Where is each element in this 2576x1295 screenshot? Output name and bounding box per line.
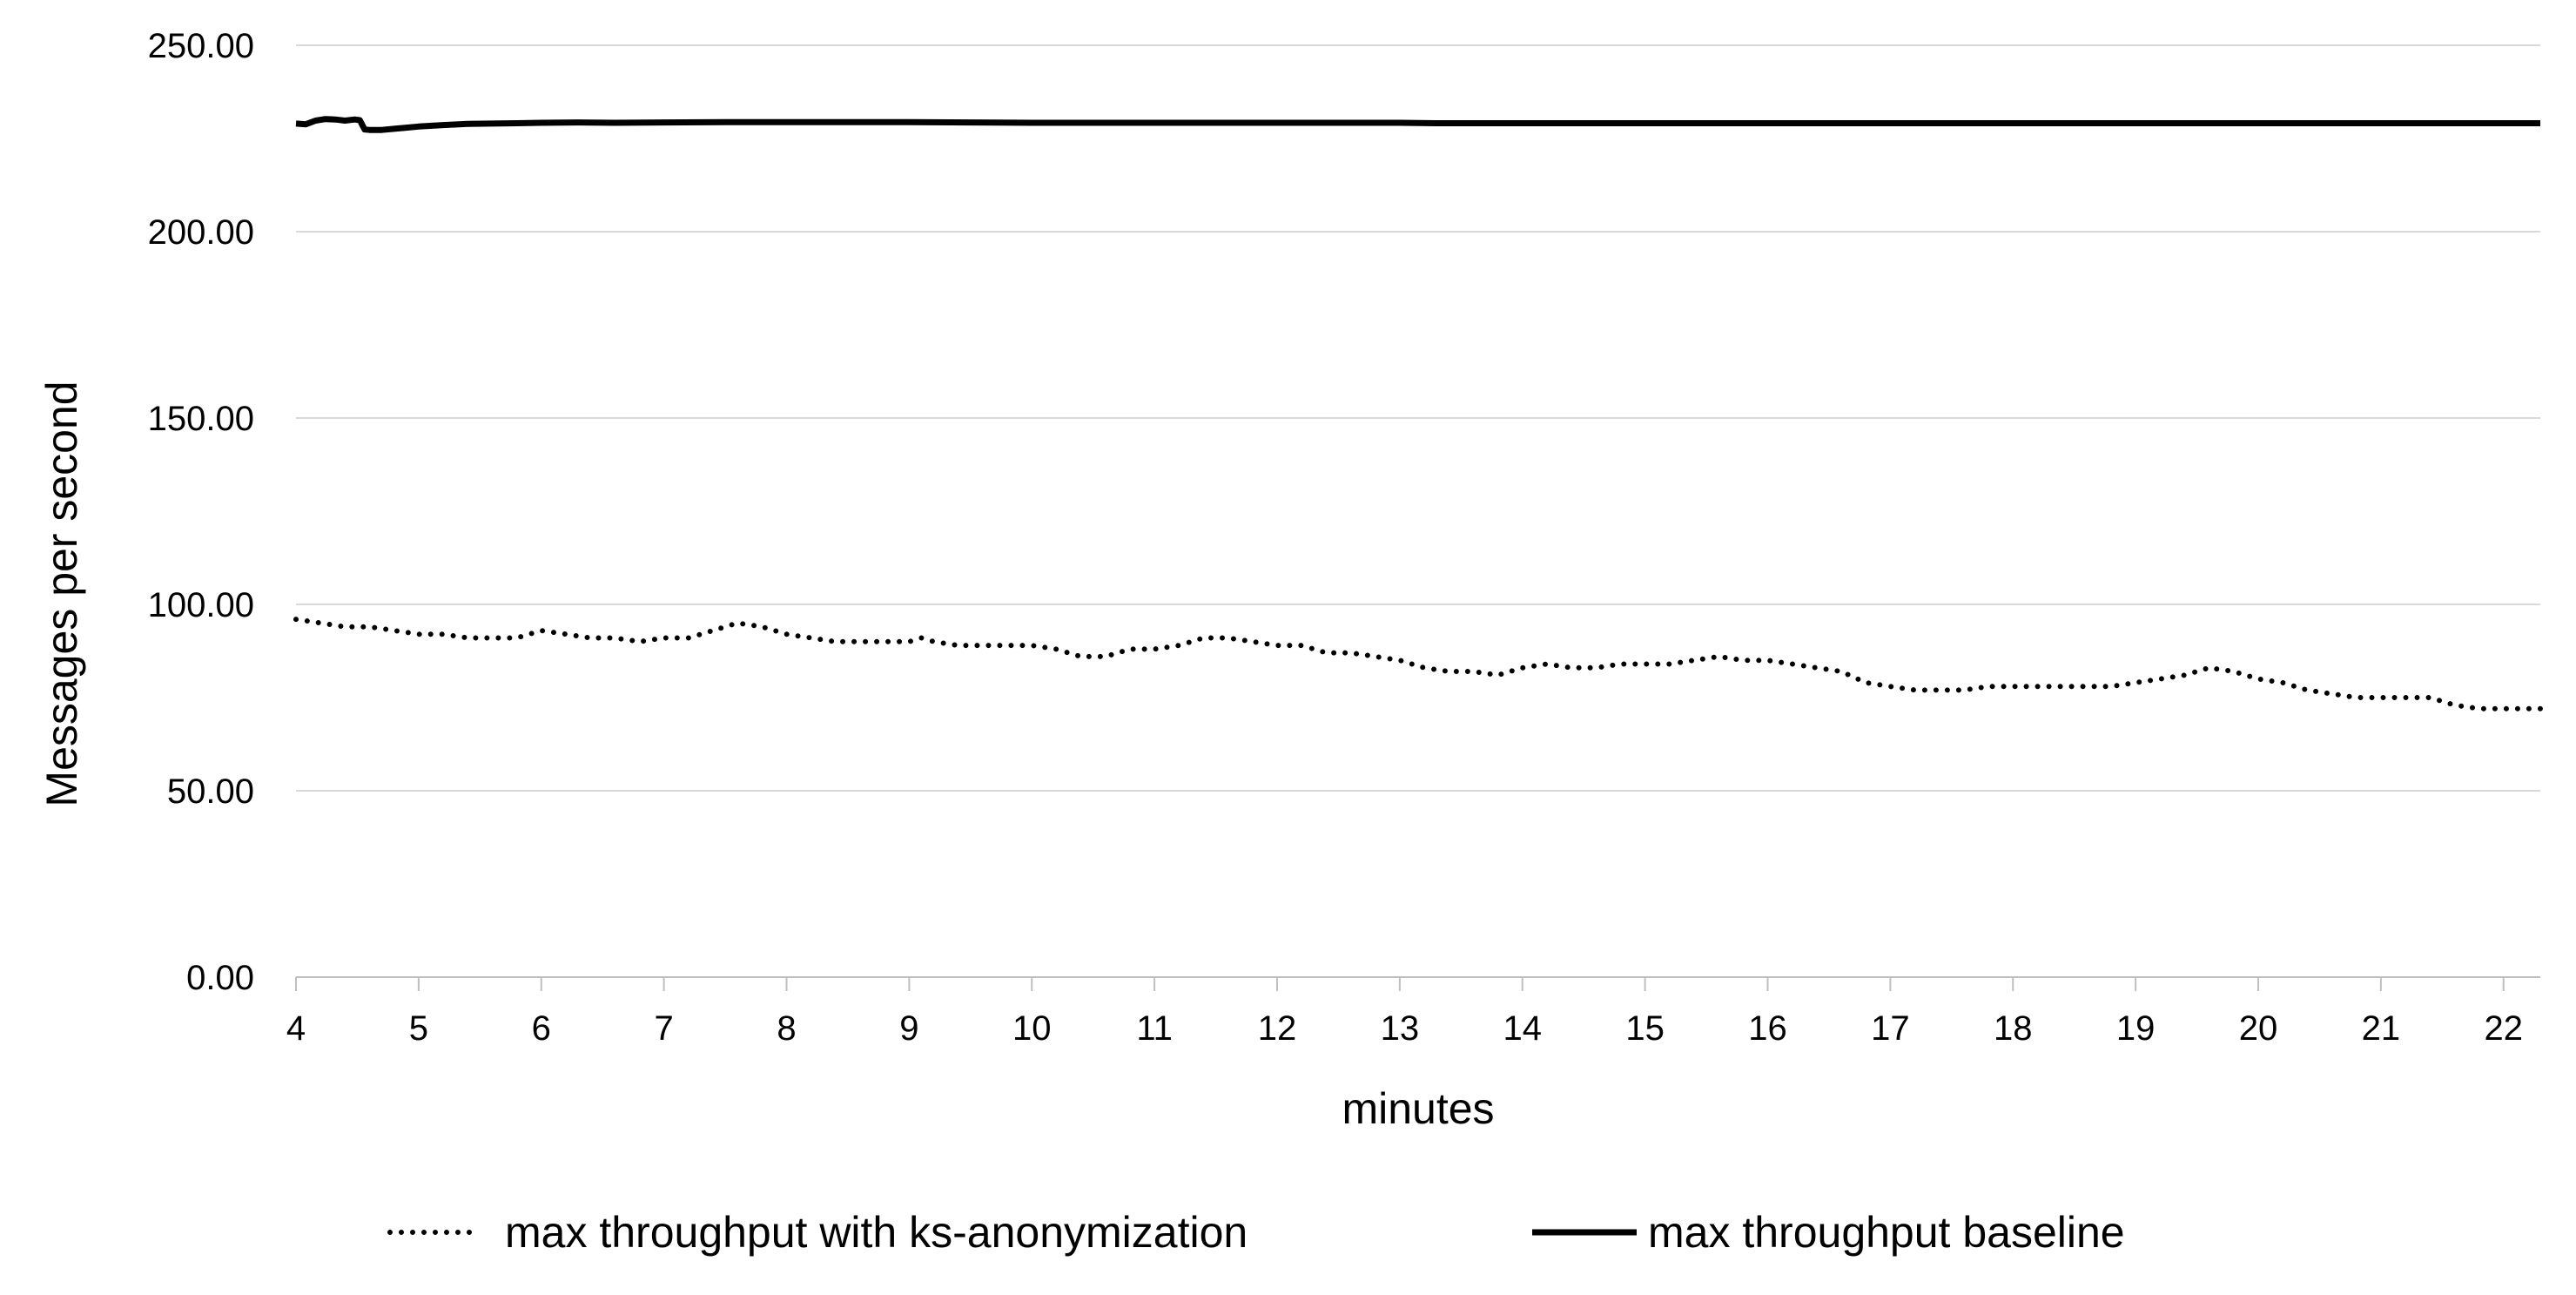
- x-tick-label: 7: [654, 1009, 673, 1048]
- x-axis-title: minutes: [1342, 1084, 1494, 1133]
- legend: max throughput with ks-anonymization max…: [387, 1208, 2125, 1257]
- series-line-baseline: [295, 116, 2540, 133]
- series-layer: [293, 116, 2543, 712]
- y-axis-title: Messages per second: [37, 381, 86, 806]
- x-tick-label: 16: [1748, 1009, 1787, 1048]
- x-tick-label: 5: [409, 1009, 428, 1048]
- y-tick-label: 250.00: [148, 27, 254, 65]
- y-tick-label: 200.00: [148, 213, 254, 252]
- x-tick-label: 19: [2116, 1009, 2156, 1048]
- x-tick-label: 17: [1871, 1009, 1910, 1048]
- x-tick-label: 14: [1503, 1009, 1542, 1048]
- legend-label-ks-anonymization: max throughput with ks-anonymization: [505, 1208, 1248, 1257]
- x-tick-label: 6: [532, 1009, 551, 1048]
- x-tick-label: 21: [2362, 1009, 2401, 1048]
- x-axis: 4 5 6 7 8 9 10 11 12 13 14 15 16 17 18 19 20 21 22: [286, 976, 2540, 1048]
- x-tick-label: 13: [1381, 1009, 1420, 1048]
- y-axis: 0.00 50.00 100.00 150.00 200.00 250.00: [148, 27, 254, 997]
- y-tick-label: 0.00: [186, 959, 254, 997]
- x-tick-label: 18: [1994, 1009, 2033, 1048]
- x-tick-label: 10: [1012, 1009, 1052, 1048]
- gridlines: [296, 44, 2540, 792]
- x-tick-label: 12: [1258, 1009, 1297, 1048]
- x-tick-label: 4: [286, 1009, 306, 1048]
- y-tick-label: 50.00: [167, 772, 254, 811]
- series-line-ks-anonymization: [293, 617, 2543, 712]
- x-tick-label: 9: [899, 1009, 918, 1048]
- y-tick-label: 100.00: [148, 586, 254, 624]
- x-tick-label: 8: [777, 1009, 796, 1048]
- x-tick-label: 15: [1625, 1009, 1665, 1048]
- y-tick-label: 150.00: [148, 400, 254, 438]
- legend-label-baseline: max throughput baseline: [1648, 1208, 2125, 1257]
- x-tick-label: 20: [2239, 1009, 2278, 1048]
- x-tick-label: 11: [1136, 1009, 1173, 1048]
- x-tick-label: 22: [2484, 1009, 2523, 1048]
